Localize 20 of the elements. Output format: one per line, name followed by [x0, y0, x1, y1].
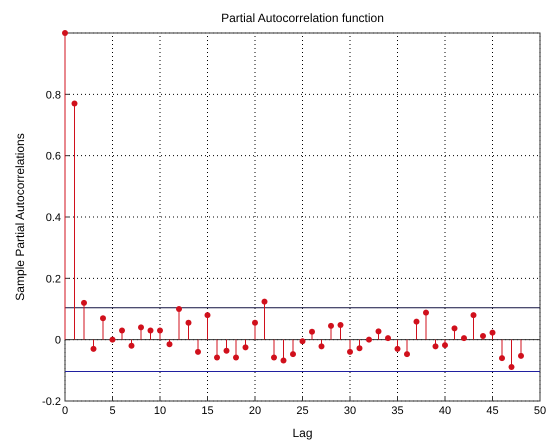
y-axis-title: Sample Partial Autocorrelations: [13, 133, 27, 301]
y-tick-label: 0.4: [46, 212, 61, 224]
x-tick-label: 15: [201, 405, 214, 417]
x-tick-label: 0: [62, 405, 68, 417]
x-tick-label: 30: [344, 405, 356, 417]
y-tick-label: 0.6: [46, 150, 61, 163]
x-tick-label: 25: [296, 405, 309, 417]
x-tick-label: 5: [109, 405, 116, 417]
x-tick-label: 35: [391, 405, 404, 417]
x-tick-label: 20: [248, 405, 262, 417]
x-axis-title: Lag: [292, 426, 313, 440]
chart-title: Partial Autocorrelation function: [221, 11, 384, 25]
x-tick-label: 45: [486, 405, 499, 417]
y-tick-label: 0.2: [46, 273, 61, 286]
y-tick-label: 0.8: [46, 89, 61, 102]
x-tick-label: 50: [534, 405, 546, 417]
y-tick-label: 0: [54, 334, 61, 347]
x-tick-label: 40: [438, 405, 452, 417]
x-tick-label: 10: [154, 405, 166, 417]
y-tick-label: -0.2: [42, 396, 61, 408]
